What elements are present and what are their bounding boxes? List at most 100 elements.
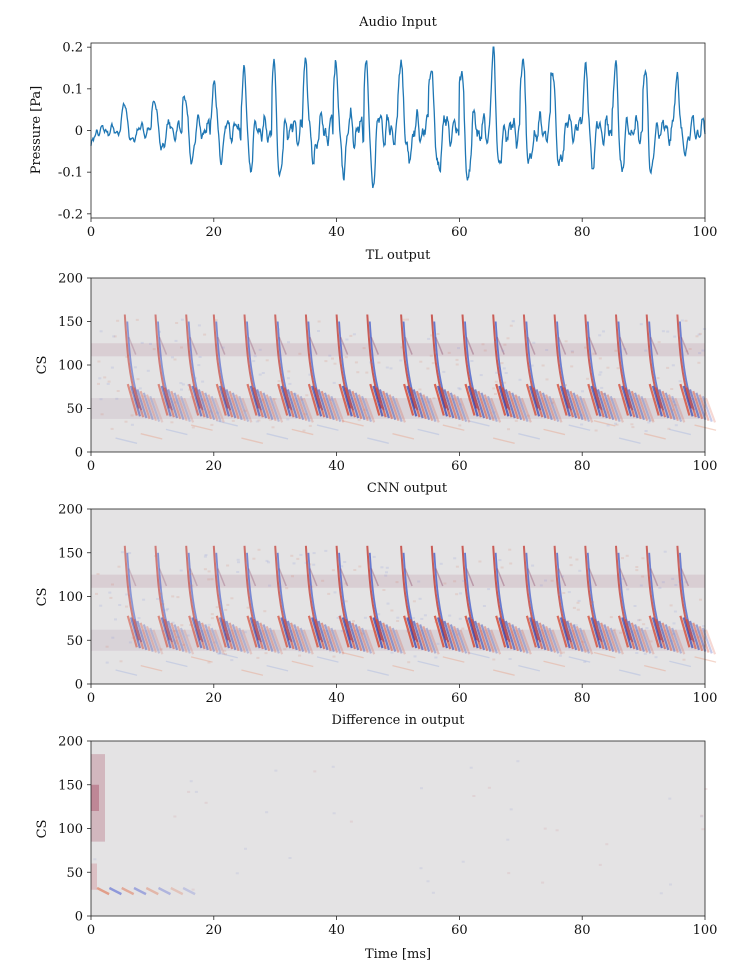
streak xyxy=(593,419,616,427)
noise-speck xyxy=(580,423,584,426)
striation xyxy=(272,629,284,655)
noise-speck xyxy=(161,603,165,606)
noise-speck xyxy=(396,616,400,619)
noise-speck xyxy=(448,614,452,617)
noise-speck xyxy=(638,618,642,621)
striation xyxy=(514,625,526,653)
y-tick-label: 100 xyxy=(58,359,83,374)
striation xyxy=(566,389,578,419)
noise-speck xyxy=(152,348,156,351)
noise-speck xyxy=(230,659,234,662)
x-tick-label: 40 xyxy=(328,225,345,240)
noise-speck xyxy=(668,797,672,800)
striation xyxy=(648,615,660,648)
noise-speck xyxy=(420,787,423,790)
striation xyxy=(490,397,502,423)
y-tick-label: 50 xyxy=(66,866,83,881)
noise-speck xyxy=(644,430,648,432)
striation xyxy=(661,622,673,652)
upper-mark xyxy=(588,568,597,587)
striation xyxy=(293,392,305,421)
striation xyxy=(173,392,185,421)
striation xyxy=(259,622,271,652)
noise-speck xyxy=(124,420,128,423)
striation xyxy=(532,618,544,650)
striation xyxy=(572,392,584,421)
noise-speck xyxy=(701,644,705,647)
striation xyxy=(443,389,455,419)
striation xyxy=(412,620,424,651)
y-tick-label: 0.1 xyxy=(62,82,83,97)
upper-mark xyxy=(649,336,659,355)
striation xyxy=(252,387,264,418)
noise-speck xyxy=(429,354,433,357)
noise-speck xyxy=(245,561,249,564)
noise-speck xyxy=(207,578,211,581)
striation xyxy=(265,394,277,422)
noise-speck xyxy=(530,364,534,367)
striation xyxy=(436,385,449,417)
onset-blue xyxy=(157,321,173,411)
striation xyxy=(160,385,172,417)
noise-speck xyxy=(170,421,174,424)
striation xyxy=(671,395,683,422)
noise-speck xyxy=(337,558,341,561)
striation xyxy=(391,627,403,654)
noise-speck xyxy=(130,423,134,426)
striation xyxy=(354,392,366,421)
noise-speck xyxy=(418,597,422,600)
striation xyxy=(296,394,308,422)
striation xyxy=(126,615,138,648)
noise-speck xyxy=(344,403,348,406)
x-tick-label: 80 xyxy=(574,691,591,706)
noise-speck xyxy=(418,633,422,636)
x-tick-label: 100 xyxy=(693,691,718,706)
noise-speck xyxy=(139,411,143,414)
noise-speck xyxy=(380,566,384,569)
noise-speck xyxy=(131,387,135,390)
noise-speck xyxy=(97,360,101,363)
x-tick-label: 100 xyxy=(693,923,718,938)
noise-speck xyxy=(207,661,211,664)
upper-mark xyxy=(435,568,444,587)
noise-speck xyxy=(551,401,555,404)
noise-speck xyxy=(558,654,562,657)
noise-speck xyxy=(434,620,438,623)
x-tick-label: 60 xyxy=(451,691,468,706)
striation xyxy=(452,394,465,422)
striation xyxy=(160,617,172,649)
y-tick-label: 0 xyxy=(75,124,83,139)
striation xyxy=(692,390,704,420)
streak xyxy=(518,433,540,440)
noise-speck xyxy=(207,570,211,573)
noise-speck xyxy=(402,318,406,321)
noise-speck xyxy=(395,581,399,584)
noise-speck xyxy=(609,616,613,619)
noise-speck xyxy=(543,827,547,830)
chart-title: Audio Input xyxy=(358,15,437,30)
striation xyxy=(228,622,240,652)
noise-speck xyxy=(684,319,688,322)
striation xyxy=(470,618,482,650)
noise-speck xyxy=(258,373,262,376)
upper-mark xyxy=(680,336,690,355)
striation xyxy=(419,392,431,421)
noise-speck xyxy=(137,636,141,639)
streak xyxy=(618,669,641,676)
striation xyxy=(651,617,663,649)
noise-speck xyxy=(651,419,655,422)
noise-speck xyxy=(505,624,509,627)
striation xyxy=(545,625,557,653)
streak xyxy=(241,669,264,676)
noise-speck xyxy=(187,384,190,386)
noise-speck xyxy=(258,348,262,351)
striation xyxy=(213,629,225,655)
onset-red xyxy=(123,314,140,409)
noise-speck xyxy=(344,405,348,408)
noise-speck xyxy=(434,351,438,354)
noise-speck xyxy=(317,320,321,323)
noise-speck xyxy=(265,359,269,362)
noise-speck xyxy=(702,625,706,627)
noise-speck xyxy=(277,328,280,331)
striation xyxy=(559,617,571,649)
